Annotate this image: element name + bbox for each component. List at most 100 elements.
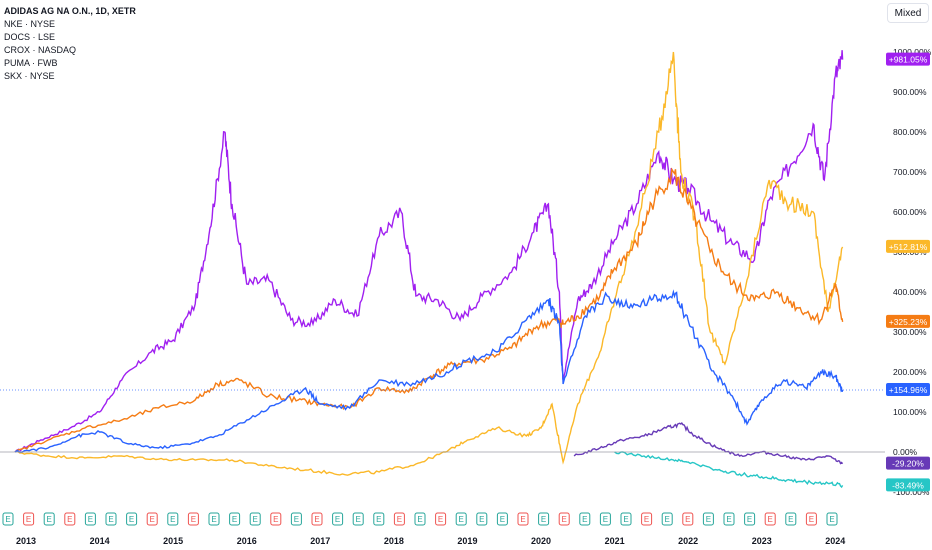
compare-symbol-nke[interactable]: NKE · NYSE [4, 19, 56, 29]
earnings-event-label: E [314, 515, 319, 524]
earnings-event-marker[interactable] [64, 512, 76, 526]
scale-mode-button[interactable]: Mixed [887, 3, 929, 23]
earnings-event-label: E [150, 515, 155, 524]
earnings-event-marker[interactable] [414, 512, 426, 526]
y-tick-label: 1000.00% [893, 47, 932, 57]
earnings-event-marker[interactable] [393, 512, 405, 526]
earnings-event-label: E [335, 515, 340, 524]
earnings-event-marker[interactable] [352, 512, 364, 526]
earnings-event-label: E [541, 515, 546, 524]
series-line [14, 167, 844, 453]
earnings-event-marker[interactable] [229, 512, 241, 526]
compare-symbol-docs[interactable]: DOCS · LSE [4, 32, 56, 42]
x-tick-label: 2023 [752, 536, 772, 546]
earnings-event-marker[interactable] [785, 512, 797, 526]
price-label-box [886, 314, 930, 328]
earnings-event-marker[interactable] [517, 512, 529, 526]
compare-symbol-puma[interactable]: PUMA · FWB [4, 58, 58, 68]
earnings-event-marker[interactable] [249, 512, 261, 526]
x-tick-label: 2016 [237, 536, 257, 546]
earnings-event-label: E [294, 515, 299, 524]
earnings-event-label: E [788, 515, 793, 524]
price-label-box [886, 478, 930, 492]
price-label-text: -83.49% [892, 480, 924, 490]
earnings-event-marker[interactable] [764, 512, 776, 526]
earnings-event-label: E [623, 515, 628, 524]
x-tick-label: 2015 [163, 536, 183, 546]
earnings-event-marker[interactable] [146, 512, 158, 526]
price-label-text: +981.05% [889, 55, 928, 65]
earnings-event-label: E [273, 515, 278, 524]
earnings-event-marker[interactable] [270, 512, 282, 526]
earnings-event-marker[interactable] [682, 512, 694, 526]
main-symbol-title[interactable]: ADIDAS AG NA O.N., 1D, XETR [4, 6, 136, 16]
earnings-event-marker[interactable] [661, 512, 673, 526]
price-label-text: +154.96% [889, 385, 928, 395]
earnings-event-marker[interactable] [208, 512, 220, 526]
earnings-event-label: E [809, 515, 814, 524]
earnings-event-marker[interactable] [558, 512, 570, 526]
earnings-event-label: E [520, 515, 525, 524]
earnings-event-marker[interactable] [579, 512, 591, 526]
earnings-event-marker[interactable] [641, 512, 653, 526]
series-line [614, 451, 844, 489]
x-axis[interactable]: 2013 2014 2015 2016 2017 2018 2019 2020 2021 2022… [16, 536, 845, 546]
earnings-event-label: E [747, 515, 752, 524]
earnings-event-marker[interactable] [311, 512, 323, 526]
series-line [14, 50, 844, 453]
earnings-event-label: E [726, 515, 731, 524]
earnings-event-label: E [376, 515, 381, 524]
earnings-event-label: E [88, 515, 93, 524]
compare-symbol-crox[interactable]: CROX · NASDAQ [4, 45, 77, 55]
earnings-event-marker[interactable] [126, 512, 138, 526]
earnings-event-label: E [768, 515, 773, 524]
earnings-event-marker[interactable] [373, 512, 385, 526]
compare-symbol-skx[interactable]: SKX · NYSE [4, 71, 55, 81]
earnings-event-marker[interactable] [105, 512, 117, 526]
earnings-event-marker[interactable] [167, 512, 179, 526]
earnings-event-marker[interactable] [435, 512, 447, 526]
earnings-event-marker[interactable] [476, 512, 488, 526]
earnings-event-marker[interactable] [43, 512, 55, 526]
x-tick-label: 2024 [825, 536, 845, 546]
earnings-event-marker[interactable] [826, 512, 838, 526]
earnings-event-marker[interactable] [187, 512, 199, 526]
earnings-event-label: E [582, 515, 587, 524]
earnings-event-marker[interactable] [702, 512, 714, 526]
legend: ADIDAS AG NA O.N., 1D, XETR NKE · NYSE D… [4, 5, 136, 83]
earnings-event-marker[interactable] [290, 512, 302, 526]
earnings-event-marker[interactable] [599, 512, 611, 526]
earnings-event-label: E [26, 515, 31, 524]
earnings-event-marker[interactable] [805, 512, 817, 526]
earnings-event-label: E [170, 515, 175, 524]
y-tick-label: 700.00% [893, 167, 927, 177]
earnings-event-marker[interactable] [538, 512, 550, 526]
earnings-event-marker[interactable] [84, 512, 96, 526]
x-tick-label: 2014 [90, 536, 110, 546]
y-tick-label: 800.00% [893, 127, 927, 137]
reference-lines [0, 389, 885, 453]
y-axis[interactable]: 1000.00%900.00%800.00%700.00%600.00%500.… [893, 47, 932, 497]
earnings-event-marker[interactable] [2, 512, 14, 526]
earnings-event-label: E [129, 515, 134, 524]
earnings-event-marker[interactable] [23, 512, 35, 526]
earnings-event-label: E [5, 515, 10, 524]
earnings-event-label: E [356, 515, 361, 524]
earnings-event-marker[interactable] [723, 512, 735, 526]
price-label-text: +512.81% [889, 242, 928, 252]
price-label-box [886, 456, 930, 470]
earnings-event-marker[interactable] [620, 512, 632, 526]
y-tick-label: 0.00% [893, 447, 918, 457]
earnings-event-label: E [562, 515, 567, 524]
price-label-box [886, 239, 930, 253]
earnings-event-label: E [191, 515, 196, 524]
earnings-event-marker[interactable] [496, 512, 508, 526]
earnings-event-label: E [47, 515, 52, 524]
earnings-event-marker[interactable] [744, 512, 756, 526]
earnings-event-marker[interactable] [455, 512, 467, 526]
earnings-event-label: E [253, 515, 258, 524]
earnings-event-marker[interactable] [332, 512, 344, 526]
y-tick-label: 200.00% [893, 367, 927, 377]
